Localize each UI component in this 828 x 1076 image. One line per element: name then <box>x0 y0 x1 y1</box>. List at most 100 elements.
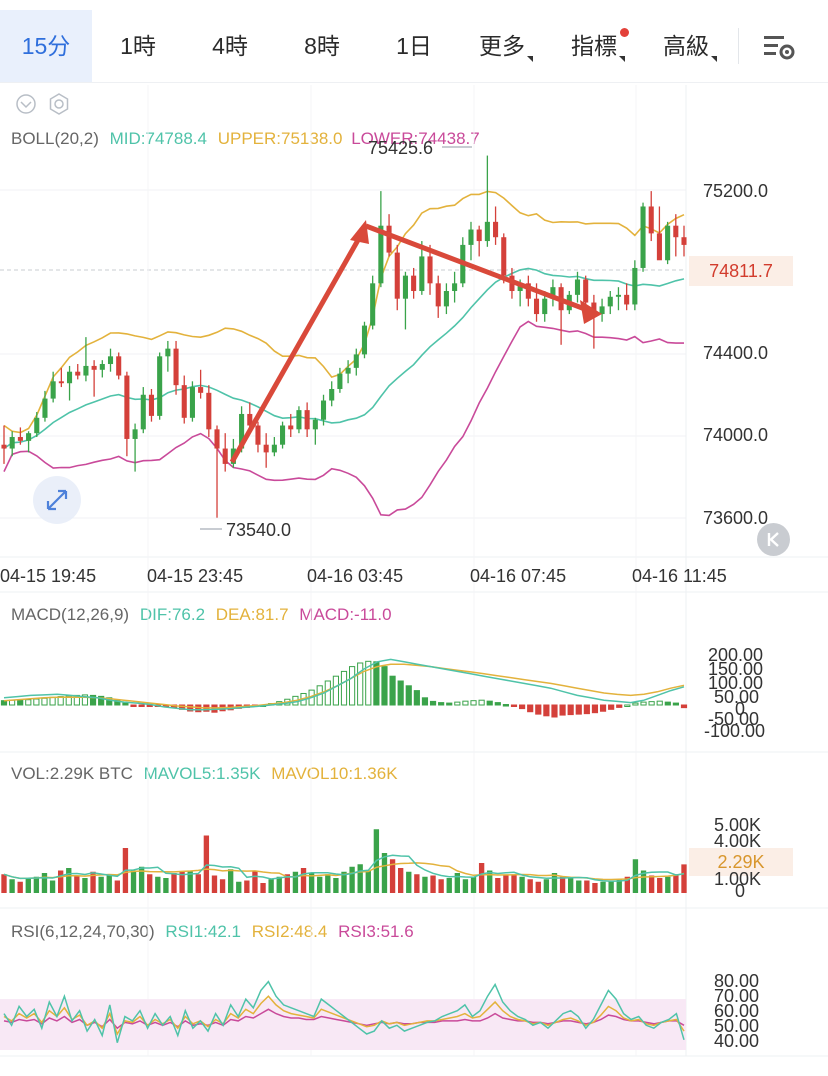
tab-indicators[interactable]: 指標 <box>552 10 644 82</box>
volume-bar <box>9 879 15 893</box>
volume-bar <box>74 875 80 893</box>
candle-body <box>394 252 400 299</box>
volume-bar <box>292 871 299 893</box>
last-price-tag: 74811.7 <box>689 256 793 286</box>
candle-body <box>214 429 220 449</box>
gear-icon[interactable] <box>47 92 71 116</box>
back-to-latest-button[interactable] <box>757 523 790 556</box>
expand-button[interactable] <box>33 476 81 524</box>
macd-dea: DEA:81.7 <box>215 605 289 624</box>
candle-body <box>452 283 458 292</box>
macd-bar <box>41 697 48 706</box>
macd-value: MACD:-11.0 <box>299 605 392 624</box>
macd-bar <box>381 666 388 706</box>
rsi-legend: RSI(6,12,24,70,30) RSI1:42.1 RSI2:48.4 R… <box>11 922 414 942</box>
candle-body <box>361 325 368 355</box>
volume-bar <box>422 876 428 893</box>
macd-bar <box>405 685 412 706</box>
volume-bar <box>438 879 444 893</box>
candle-body <box>656 233 662 261</box>
candle-body <box>296 410 302 430</box>
macd-bar <box>462 700 469 706</box>
boll-legend: BOLL(20,2) MID:74788.4 UPPER:75138.0 LOW… <box>11 129 480 149</box>
rsi3: RSI3:51.6 <box>338 922 414 941</box>
candle-body <box>517 283 523 292</box>
candle-body <box>181 385 187 418</box>
tab-label: 高級 <box>663 33 709 59</box>
tab-8h[interactable]: 8時 <box>276 10 368 82</box>
macd-bar <box>429 700 437 706</box>
tab-4h[interactable]: 4時 <box>184 10 276 82</box>
candle-body <box>116 356 122 376</box>
candle-body <box>255 425 261 445</box>
macd-name: MACD(12,26,9) <box>11 605 130 624</box>
volume-bar <box>284 874 291 893</box>
volume-bar <box>624 876 631 893</box>
macd-bar <box>340 670 348 706</box>
macd-bar <box>389 675 396 706</box>
time-tick: 04-16 11:45 <box>632 566 727 586</box>
macd-bar <box>672 702 679 706</box>
macd-bar <box>478 699 485 706</box>
candle-body <box>42 398 48 418</box>
chart-settings-icon[interactable] <box>762 32 798 64</box>
candle-body <box>34 417 40 434</box>
candle-body <box>132 429 138 439</box>
candle-body <box>1 444 7 449</box>
volume-bar <box>211 875 218 893</box>
trend-arrow-down <box>365 223 591 314</box>
volume-bar <box>551 873 558 893</box>
volume-bar <box>665 876 671 893</box>
vol-name: VOL:2.29K BTC <box>11 764 133 783</box>
chevron-down-circle-icon[interactable] <box>15 93 37 115</box>
price-tick: 74000.0 <box>703 425 769 445</box>
volume-bar <box>236 881 242 893</box>
macd-tick: -50.00 <box>708 709 760 729</box>
macd-dif: DIF:76.2 <box>139 605 206 624</box>
macd-bar <box>324 680 331 706</box>
volume-bar <box>268 879 274 893</box>
tab-15m[interactable]: 15分 <box>0 10 92 82</box>
volume-bar <box>365 870 371 893</box>
macd-bar <box>25 699 32 706</box>
tab-more[interactable]: 更多 <box>460 10 552 82</box>
macd-tick: 200.00 <box>708 645 764 665</box>
candle-body <box>493 221 499 238</box>
rsi1-line <box>3 980 685 1043</box>
candle-body <box>247 413 253 426</box>
candle-body <box>312 419 318 430</box>
volume-bar <box>308 873 315 893</box>
volume-bar <box>414 874 420 893</box>
rsi-tick: 70.00 <box>714 986 760 1006</box>
macd-bar <box>49 696 56 706</box>
macd-bar <box>421 697 429 706</box>
macd-bar <box>33 698 40 706</box>
macd-bar <box>656 700 663 706</box>
macd-bar <box>122 702 129 706</box>
macd-bar <box>195 704 202 713</box>
volume-bar <box>276 876 282 893</box>
candle-body <box>378 225 384 284</box>
candle-body <box>140 394 146 430</box>
macd-bar <box>89 694 97 706</box>
macd-tick: 50.00 <box>714 687 760 707</box>
volume-bar <box>317 876 323 893</box>
boll-lower: LOWER:74438.7 <box>351 129 480 148</box>
candle-body <box>148 394 155 416</box>
volume-bar <box>130 870 137 893</box>
candle-body <box>607 296 613 307</box>
candle-body <box>91 365 97 370</box>
price-tick: 73600.0 <box>703 508 769 528</box>
tab-1h[interactable]: 1時 <box>92 10 184 82</box>
rsi-tick: 50.00 <box>714 1016 760 1036</box>
boll-mid: MID:74788.4 <box>109 129 207 148</box>
macd-bar <box>559 704 566 716</box>
macd-bar <box>397 680 404 706</box>
tab-advanced[interactable]: 高級 <box>644 10 736 82</box>
macd-bar <box>648 701 655 706</box>
volume-bar <box>147 874 153 893</box>
candle-body <box>525 283 531 299</box>
volume-bar <box>1 874 7 893</box>
tab-1d[interactable]: 1日 <box>368 10 460 82</box>
